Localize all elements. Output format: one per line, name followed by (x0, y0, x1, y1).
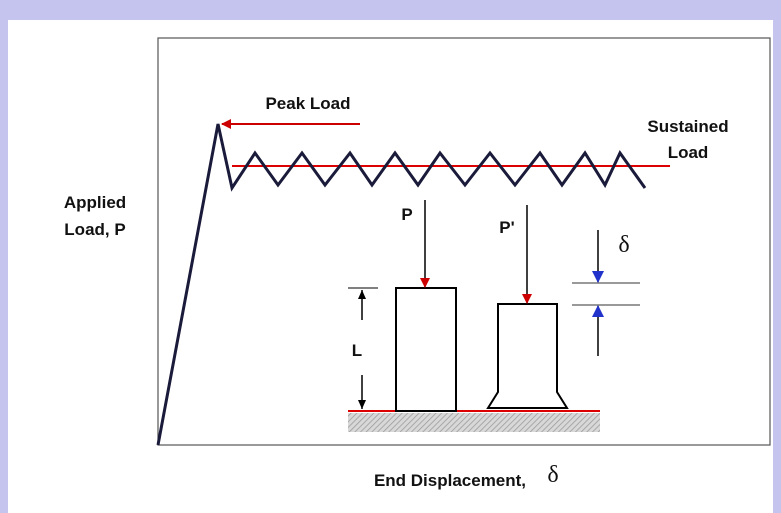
p-label: P (401, 205, 412, 224)
plot-frame (157, 37, 771, 446)
length-label: L (352, 341, 362, 360)
delta-label: δ (618, 232, 629, 258)
x-axis-label: End Displacement, (374, 471, 526, 490)
specimen (395, 287, 457, 412)
panel (8, 20, 773, 513)
p-prime-label: P' (499, 218, 514, 237)
peak-load-label: Peak Load (265, 94, 350, 113)
y-axis-label: Applied (64, 193, 126, 212)
crushed-specimen (486, 303, 569, 409)
y-axis-label: Load, P (64, 220, 125, 239)
load-curve (156, 123, 647, 446)
sustained-label: Load (668, 143, 709, 162)
x-axis-symbol: δ (547, 462, 558, 488)
ground (348, 413, 600, 432)
sustained-label: Sustained (647, 117, 728, 136)
